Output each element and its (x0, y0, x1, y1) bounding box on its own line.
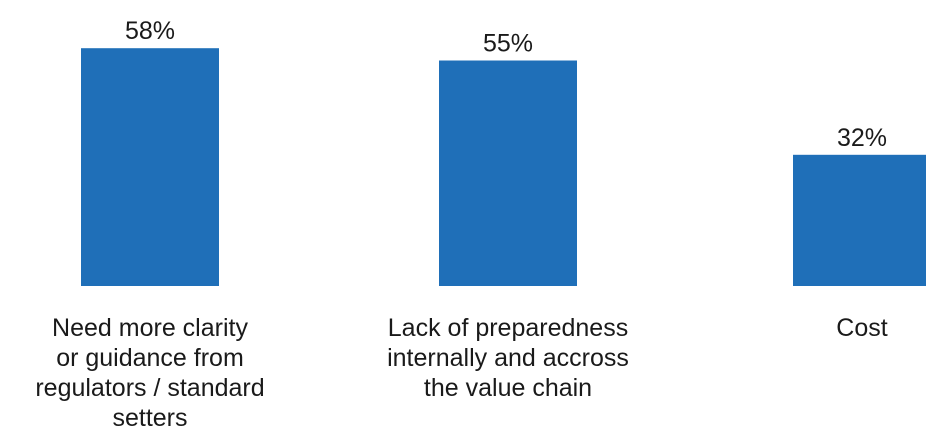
bar-3 (793, 154, 926, 286)
value-label-1: 58% (125, 17, 175, 45)
bars-group (81, 48, 926, 287)
bar-2 (439, 60, 577, 286)
bar-1 (81, 48, 219, 287)
category-label-1: Need more clarity or guidance from regulat… (35, 314, 264, 432)
value-label-3: 32% (837, 124, 887, 152)
category-label-3: Cost (836, 314, 887, 342)
category-label-2: Lack of preparedness internally and accro… (387, 314, 629, 402)
value-label-2: 55% (483, 30, 533, 58)
category-labels-group: Need more clarity or guidance from regulat… (35, 314, 887, 432)
value-labels-group: 58% 55% 32% (125, 17, 887, 152)
